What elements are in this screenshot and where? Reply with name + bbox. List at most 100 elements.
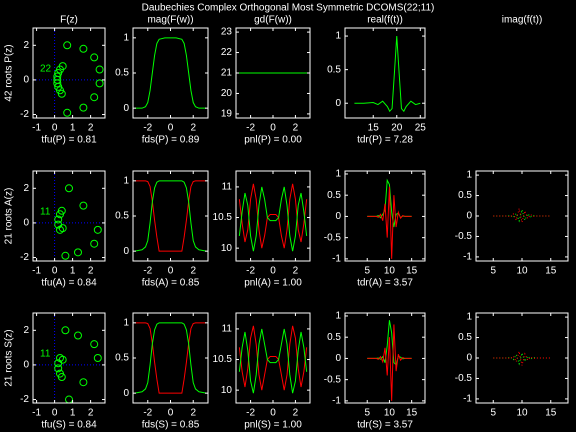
root-marker [63,108,72,117]
x-axis-label: pnl(P) = 0.00 [244,135,302,146]
axes-frame [32,27,106,119]
y-tick-label: 2 [23,40,29,51]
series-line [493,351,551,366]
subplot: real(f(t)) 15 20 25 0 0.5 1 tdr(P) = 7.28 [327,15,426,146]
root-marker [79,103,88,112]
x-tick-label: 10 [516,408,528,419]
subplot: 5 10 15 -1 -0.5 0 0.5 1 [455,170,569,277]
series-line [134,37,207,109]
x-tick-label: -2 [246,408,255,419]
plot-area [367,320,412,401]
root-marker [95,79,104,88]
root-marker [65,395,73,403]
root-marker [79,201,88,210]
root-marker [90,239,99,248]
axes-frame [132,312,209,404]
y-tick-label: 0.5 [458,332,472,343]
y-tick-label: -0.5 [324,232,342,243]
x-axis-label: tdr(S) = 3.57 [357,420,413,431]
root-marker [93,225,102,234]
y-tick-label: 23 [221,27,233,38]
series-line [493,207,551,223]
y-tick-label: -2 [20,394,29,405]
root-marker [57,89,66,98]
subplot-title: gd(F(w)) [254,15,292,26]
x-tick-label: 0 [168,408,174,419]
subplot: -2 0 2 0 0.5 1 fds(A) = 0.85 [115,170,209,289]
axes-frame [32,312,106,404]
y-tick-label: 0 [466,211,472,222]
y-tick-label: 0 [466,353,472,364]
x-tick-label: 10 [384,266,396,277]
y-tick-label: -0.5 [455,231,473,242]
y-tick-label: 1 [123,175,129,186]
root-marker [65,184,73,193]
x-axis-label: fds(A) = 0.85 [142,278,200,289]
subplot: 5 10 15 -1 -0.5 0 0.5 1 tdr(S) = 3.57 [324,311,426,431]
y-tick-label: 1 [335,31,341,42]
x-tick-label: -2 [246,123,255,134]
y-tick-label: 11 [222,324,233,335]
plot-area [238,183,308,252]
root-marker [90,53,99,62]
subplot: 5 10 15 -1 -0.5 0 0.5 1 [455,312,569,419]
plot-area [134,180,207,252]
y-axis-label: 42 roots P(z) [4,44,15,101]
x-tick-label: 15 [368,123,380,134]
x-tick-label: 1 [70,408,76,419]
subplot: gd(F(w)) -2 0 2 19 20 21 22 23 pnl(P) = 0.00 [221,15,311,146]
y-tick-label: 0.5 [115,68,129,79]
x-axis-label: tdr(P) = 7.28 [357,135,413,146]
y-tick-label: -1 [463,394,472,405]
root-marker [58,224,67,233]
y-tick-label: 1 [123,32,129,43]
subplot-title: mag(F(w)) [147,15,193,26]
x-tick-label: -2 [143,408,152,419]
figure-title: Daubechies Complex Orthogonal Most Symme… [142,3,435,14]
axes-frame [475,170,569,262]
x-tick-label: 2 [293,123,299,134]
root-marker [57,373,66,382]
x-axis-label: pnl(S) = 1.00 [244,420,302,431]
x-tick-label: -1 [32,408,41,419]
subplot: -2 0 2 10 10.5 11 pnl(A) = 1.00 [213,170,311,289]
root-marker [57,206,66,215]
y-tick-label: -1 [332,396,341,407]
axes-frame [475,312,569,404]
series-line [134,322,207,394]
root-multiplicity: 11 [40,207,51,218]
y-tick-label: 0 [123,246,129,257]
y-tick-label: 0.5 [327,332,341,343]
series-line [367,324,412,401]
y-tick-label: -2 [20,109,29,120]
subplot: -2 0 2 10 10.5 11 pnl(S) = 1.00 [213,312,311,431]
axes-frame [132,27,209,119]
x-tick-label: 0 [270,408,276,419]
x-axis-label: pnl(A) = 1.00 [244,278,302,289]
plot-area [493,351,551,366]
y-tick-label: 11 [222,182,233,193]
axes-frame [132,170,209,262]
root-marker [61,326,70,335]
y-tick-label: 1 [466,312,472,323]
plot-area [33,28,105,118]
x-axis-label: tfu(S) = 0.84 [41,420,97,431]
axes-frame [344,27,426,119]
x-tick-label: 10 [384,408,396,419]
y-axis-label: 21 roots A(z) [4,188,15,245]
x-tick-label: 15 [406,408,418,419]
root-marker [61,251,70,260]
series-line [238,186,308,252]
y-tick-label: 0 [123,388,129,399]
x-tick-label: 2 [88,266,94,277]
y-tick-label: 0 [23,75,29,86]
x-tick-label: 15 [545,408,557,419]
subplot-title: real(f(t)) [367,15,403,26]
x-tick-label: 0 [270,266,276,277]
series-line [134,180,207,252]
y-tick-label: 0.5 [327,64,341,75]
y-tick-label: -0.5 [455,373,473,384]
